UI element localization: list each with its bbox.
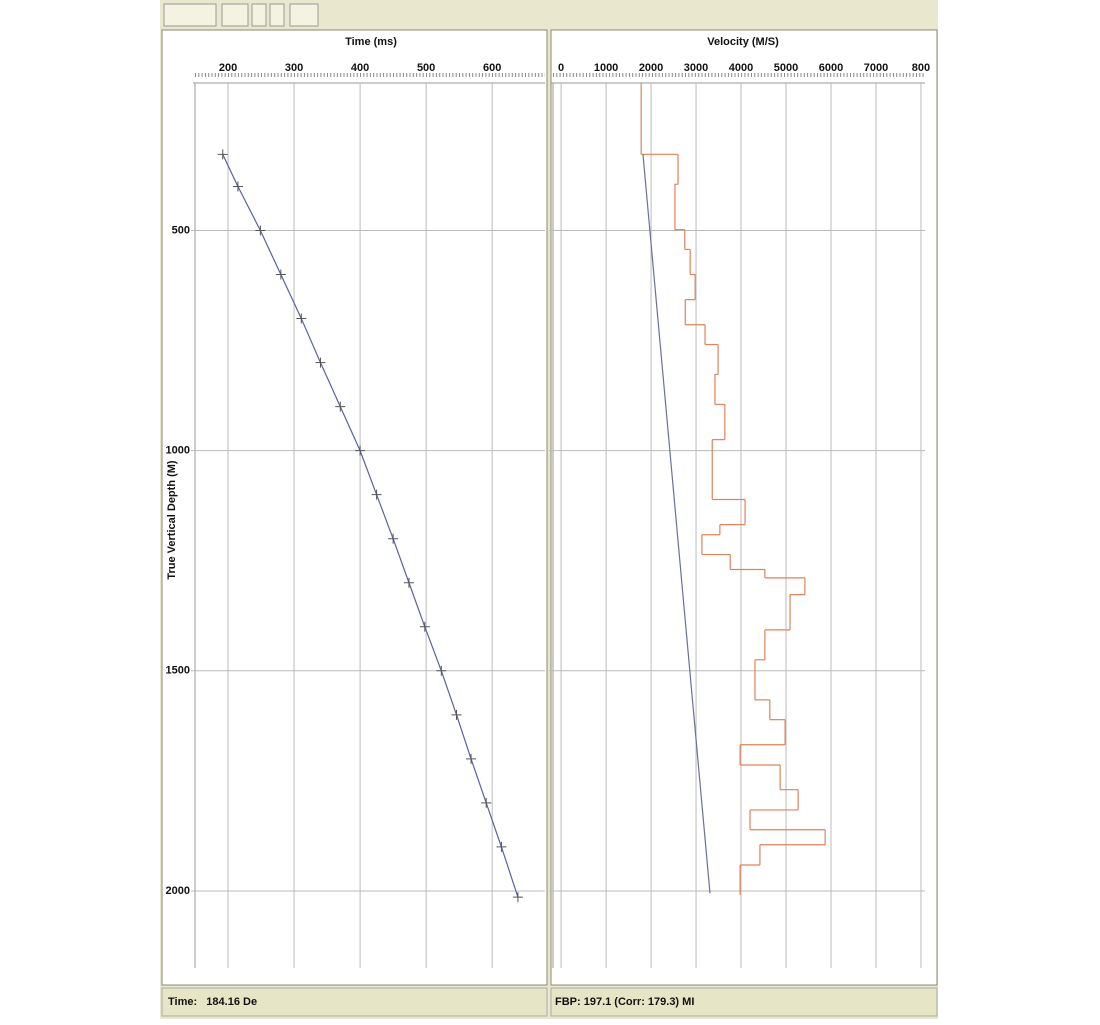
tool-button[interactable] — [163, 3, 217, 27]
point-marker — [496, 841, 507, 852]
y-tick-label: 1500 — [166, 665, 190, 677]
x-tick-label: 7000 — [864, 62, 888, 74]
x-tick-label: 3000 — [684, 62, 708, 74]
x-tick-label: 400 — [351, 62, 369, 74]
status-left — [161, 987, 548, 1017]
y-tick-label: 500 — [172, 224, 190, 236]
y-axis-label: True Vertical Depth (M) — [166, 460, 178, 580]
point-marker — [217, 149, 228, 160]
point-marker — [296, 313, 307, 324]
series-line — [642, 154, 711, 894]
point-marker — [481, 797, 492, 808]
series-line — [222, 154, 519, 898]
y-tick-label: 2000 — [166, 885, 190, 897]
point-marker — [232, 181, 243, 192]
toolbar — [163, 3, 319, 27]
y-tick-label: 1000 — [166, 445, 190, 457]
point-marker — [275, 269, 286, 280]
x-tick-label: 800 — [912, 62, 930, 74]
tool-button[interactable] — [221, 3, 249, 27]
point-marker — [388, 533, 399, 544]
x-tick-label: 0 — [558, 62, 564, 74]
tool-button[interactable] — [269, 3, 285, 27]
x-tick-label: 600 — [483, 62, 501, 74]
point-marker — [512, 892, 523, 903]
point-marker — [403, 577, 414, 588]
point-marker — [419, 621, 430, 632]
point-marker — [466, 753, 477, 764]
x-tick-label: 6000 — [819, 62, 843, 74]
left-panel — [161, 29, 548, 986]
tool-button[interactable] — [289, 3, 319, 27]
tool-button[interactable] — [251, 3, 267, 27]
point-marker — [355, 445, 366, 456]
x-tick-label: 1000 — [594, 62, 618, 74]
status-right — [550, 987, 938, 1017]
point-marker — [436, 665, 447, 676]
x-tick-label: 2000 — [639, 62, 663, 74]
x-tick-label: 200 — [219, 62, 237, 74]
x-axis-label: Time (ms) — [345, 36, 397, 48]
point-marker — [451, 709, 462, 720]
point-marker — [255, 225, 266, 236]
x-tick-label: 500 — [417, 62, 435, 74]
status-text: Time: 184.16 De — [168, 996, 257, 1008]
status-text: FBP: 197.1 (Corr: 179.3) MI — [555, 996, 694, 1008]
right-panel — [550, 29, 938, 986]
point-marker — [315, 357, 326, 368]
point-marker — [335, 401, 346, 412]
x-axis-label: Velocity (M/S) — [707, 36, 779, 48]
x-tick-label: 4000 — [729, 62, 753, 74]
x-tick-label: 5000 — [774, 62, 798, 74]
point-marker — [371, 489, 382, 500]
x-tick-label: 300 — [285, 62, 303, 74]
